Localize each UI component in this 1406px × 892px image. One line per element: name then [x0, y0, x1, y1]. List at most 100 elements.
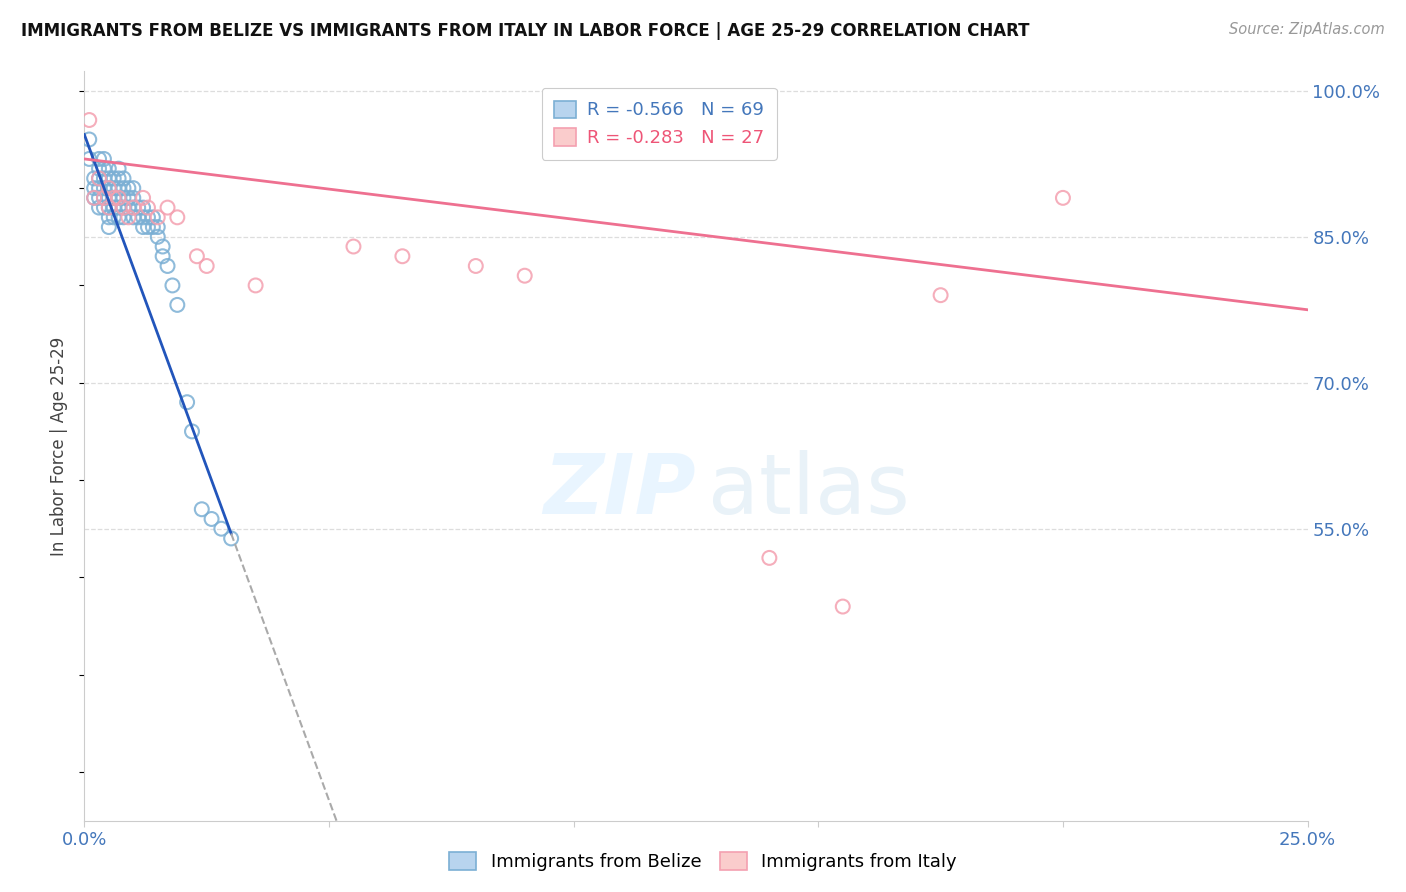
Point [146, 220, 169, 235]
Point [1052, 191, 1074, 205]
Point [103, 211, 125, 225]
Point [93, 161, 115, 176]
Point [156, 201, 179, 215]
Point [97, 201, 120, 215]
Point [146, 211, 169, 225]
Point [93, 191, 115, 205]
Point [87, 171, 110, 186]
Point [107, 191, 129, 205]
Point [132, 220, 155, 235]
Point [195, 259, 218, 273]
Point [391, 249, 413, 263]
Point [166, 211, 188, 225]
Point [77, 152, 100, 166]
Point [112, 171, 135, 186]
Point [831, 599, 853, 614]
Point [83, 181, 105, 195]
Point [93, 191, 115, 205]
Point [758, 550, 780, 565]
Point [87, 201, 110, 215]
Point [97, 181, 120, 195]
Text: IMMIGRANTS FROM BELIZE VS IMMIGRANTS FROM ITALY IN LABOR FORCE | AGE 25-29 CORRE: IMMIGRANTS FROM BELIZE VS IMMIGRANTS FRO… [21, 22, 1029, 40]
Point [186, 249, 208, 263]
Point [97, 161, 120, 176]
Point [112, 191, 135, 205]
Point [112, 181, 135, 195]
Point [132, 211, 155, 225]
Point [112, 201, 135, 215]
Point [122, 201, 145, 215]
Point [132, 201, 155, 215]
Point [87, 181, 110, 195]
Point [142, 220, 165, 235]
Point [136, 220, 159, 235]
Point [107, 201, 129, 215]
Point [93, 181, 115, 195]
Point [83, 171, 105, 186]
Point [929, 288, 952, 302]
Point [117, 191, 139, 205]
Point [122, 191, 145, 205]
Point [112, 201, 135, 215]
Point [152, 239, 174, 253]
Point [97, 171, 120, 186]
Point [132, 191, 155, 205]
Point [107, 161, 129, 176]
Point [103, 171, 125, 186]
Point [166, 298, 188, 312]
Text: ZIP: ZIP [543, 450, 696, 532]
Point [209, 522, 232, 536]
Point [107, 181, 129, 195]
Point [146, 229, 169, 244]
Point [122, 201, 145, 215]
Point [77, 113, 100, 128]
Point [136, 201, 159, 215]
Point [342, 239, 364, 253]
Point [191, 502, 214, 516]
Point [152, 249, 174, 263]
Point [87, 171, 110, 186]
Point [97, 201, 120, 215]
Point [127, 201, 149, 215]
Point [93, 152, 115, 166]
Point [117, 181, 139, 195]
Point [136, 211, 159, 225]
Point [245, 278, 267, 293]
Point [87, 191, 110, 205]
Point [162, 278, 184, 293]
Point [107, 191, 129, 205]
Point [176, 395, 198, 409]
Point [97, 211, 120, 225]
Point [122, 181, 145, 195]
Point [83, 191, 105, 205]
Point [93, 171, 115, 186]
Point [219, 532, 242, 546]
Point [117, 201, 139, 215]
Point [93, 201, 115, 215]
Point [83, 191, 105, 205]
Point [103, 191, 125, 205]
Point [87, 161, 110, 176]
Text: Source: ZipAtlas.com: Source: ZipAtlas.com [1229, 22, 1385, 37]
Point [142, 211, 165, 225]
Point [200, 512, 222, 526]
Point [181, 425, 204, 439]
Point [97, 181, 120, 195]
Point [122, 211, 145, 225]
Y-axis label: In Labor Force | Age 25-29: In Labor Force | Age 25-29 [51, 336, 69, 556]
Point [464, 259, 486, 273]
Point [97, 220, 120, 235]
Point [77, 132, 100, 146]
Point [103, 181, 125, 195]
Point [107, 171, 129, 186]
Point [103, 201, 125, 215]
Text: atlas: atlas [709, 450, 910, 532]
Point [127, 211, 149, 225]
Point [87, 152, 110, 166]
Point [107, 211, 129, 225]
Point [112, 211, 135, 225]
Point [103, 191, 125, 205]
Legend: Immigrants from Belize, Immigrants from Italy: Immigrants from Belize, Immigrants from … [441, 846, 965, 879]
Point [97, 191, 120, 205]
Point [156, 259, 179, 273]
